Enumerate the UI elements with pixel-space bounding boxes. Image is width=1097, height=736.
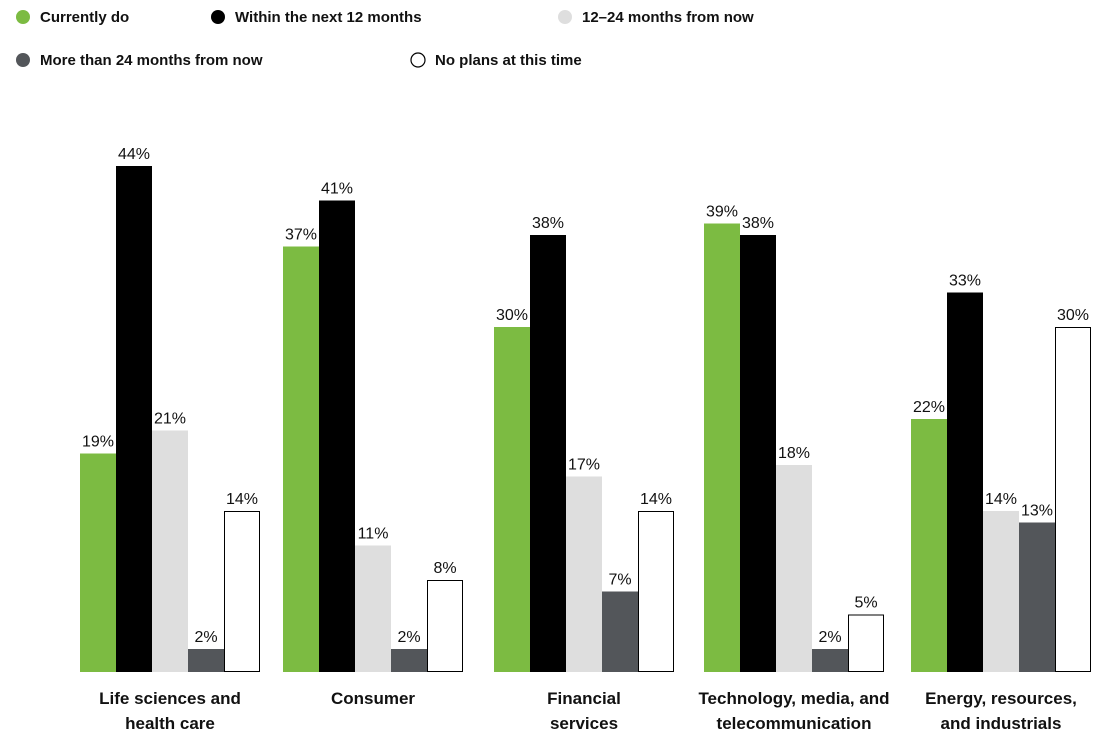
value-labels-layer: 19% 44% 21% 2% 14% 37% 41% 11% 2% 8% 30% 38% 17% 7% 14… <box>82 146 1089 646</box>
value-label-c2-s5: 8% <box>433 560 456 577</box>
category-label-2-line-1: Consumer <box>331 689 415 708</box>
category-label-5-line-1: Energy, resources, <box>925 689 1077 708</box>
legend-label-3: 12–24 months from now <box>582 9 754 26</box>
value-label-c3-s5: 14% <box>640 491 672 508</box>
value-label-c4-s1: 39% <box>706 204 738 221</box>
bar-c5-s5 <box>1055 327 1091 672</box>
legend-label-5: No plans at this time <box>435 52 582 69</box>
bar-c2-s2 <box>319 200 355 672</box>
bar-c1-s2 <box>116 166 152 672</box>
bar-c5-s3 <box>983 511 1019 672</box>
value-label-c4-s4: 2% <box>818 629 841 646</box>
value-label-c1-s5: 14% <box>226 491 258 508</box>
legend-label-2: Within the next 12 months <box>235 9 422 26</box>
value-label-c2-s1: 37% <box>285 227 317 244</box>
bar-c1-s4 <box>188 649 224 672</box>
value-label-c2-s2: 41% <box>321 181 353 198</box>
bar-c5-s4 <box>1019 522 1055 672</box>
legend-swatch-1 <box>16 10 30 24</box>
bar-c2-s4 <box>391 649 427 672</box>
value-label-c5-s4: 13% <box>1021 503 1053 520</box>
value-label-c3-s4: 7% <box>608 572 631 589</box>
bar-c4-s4 <box>812 649 848 672</box>
value-label-c5-s1: 22% <box>913 399 945 416</box>
value-label-c1-s4: 2% <box>194 629 217 646</box>
bar-c1-s3 <box>152 430 188 672</box>
value-label-c3-s2: 38% <box>532 215 564 232</box>
value-label-c1-s1: 19% <box>82 434 114 451</box>
bar-c4-s1 <box>704 223 740 672</box>
bar-c4-s2 <box>740 235 776 672</box>
legend-swatch-3 <box>558 10 572 24</box>
category-label-1-line-2: health care <box>125 714 215 733</box>
legend-swatch-5 <box>410 52 426 68</box>
bar-c3-s4 <box>602 591 638 672</box>
value-label-c1-s2: 44% <box>118 146 150 163</box>
category-label-4-line-2: telecommunication <box>717 714 872 733</box>
bar-c3-s5 <box>638 511 674 672</box>
bar-c1-s1 <box>80 453 116 672</box>
value-label-c5-s3: 14% <box>985 491 1017 508</box>
legend-label-1: Currently do <box>40 9 129 26</box>
category-label-1-line-1: Life sciences and <box>99 689 241 708</box>
bar-c5-s1 <box>911 419 947 672</box>
bar-c5-s2 <box>947 292 983 672</box>
value-label-c4-s3: 18% <box>778 445 810 462</box>
value-label-c5-s5: 30% <box>1057 307 1089 324</box>
value-label-c3-s1: 30% <box>496 307 528 324</box>
legend-swatch-2 <box>211 10 225 24</box>
bars-layer <box>80 166 1091 672</box>
bar-c2-s1 <box>283 246 319 672</box>
value-label-c1-s3: 21% <box>154 411 186 428</box>
bar-c4-s5 <box>848 614 884 672</box>
legend-label-4: More than 24 months from now <box>40 52 263 69</box>
legend: Currently do Within the next 12 months 12–… <box>16 9 754 69</box>
category-label-5-line-2: and industrials <box>941 714 1062 733</box>
bar-c4-s3 <box>776 465 812 672</box>
value-label-c3-s3: 17% <box>568 457 600 474</box>
value-label-c5-s2: 33% <box>949 273 981 290</box>
value-label-c4-s2: 38% <box>742 215 774 232</box>
category-label-4-line-1: Technology, media, and <box>698 689 889 708</box>
bar-c3-s1 <box>494 327 530 672</box>
category-label-3-line-1: Financial <box>547 689 621 708</box>
legend-swatch-4 <box>16 53 30 67</box>
value-label-c2-s3: 11% <box>358 526 389 543</box>
bar-c2-s5 <box>427 580 463 672</box>
category-labels-layer: Life sciences and health care Consumer Fina… <box>99 689 1077 733</box>
category-label-3-line-2: services <box>550 714 618 733</box>
bar-c3-s2 <box>530 235 566 672</box>
bar-c1-s5 <box>224 511 260 672</box>
bar-c2-s3 <box>355 545 391 672</box>
value-label-c4-s5: 5% <box>854 595 877 612</box>
bar-c3-s3 <box>566 476 602 672</box>
value-label-c2-s4: 2% <box>397 629 420 646</box>
